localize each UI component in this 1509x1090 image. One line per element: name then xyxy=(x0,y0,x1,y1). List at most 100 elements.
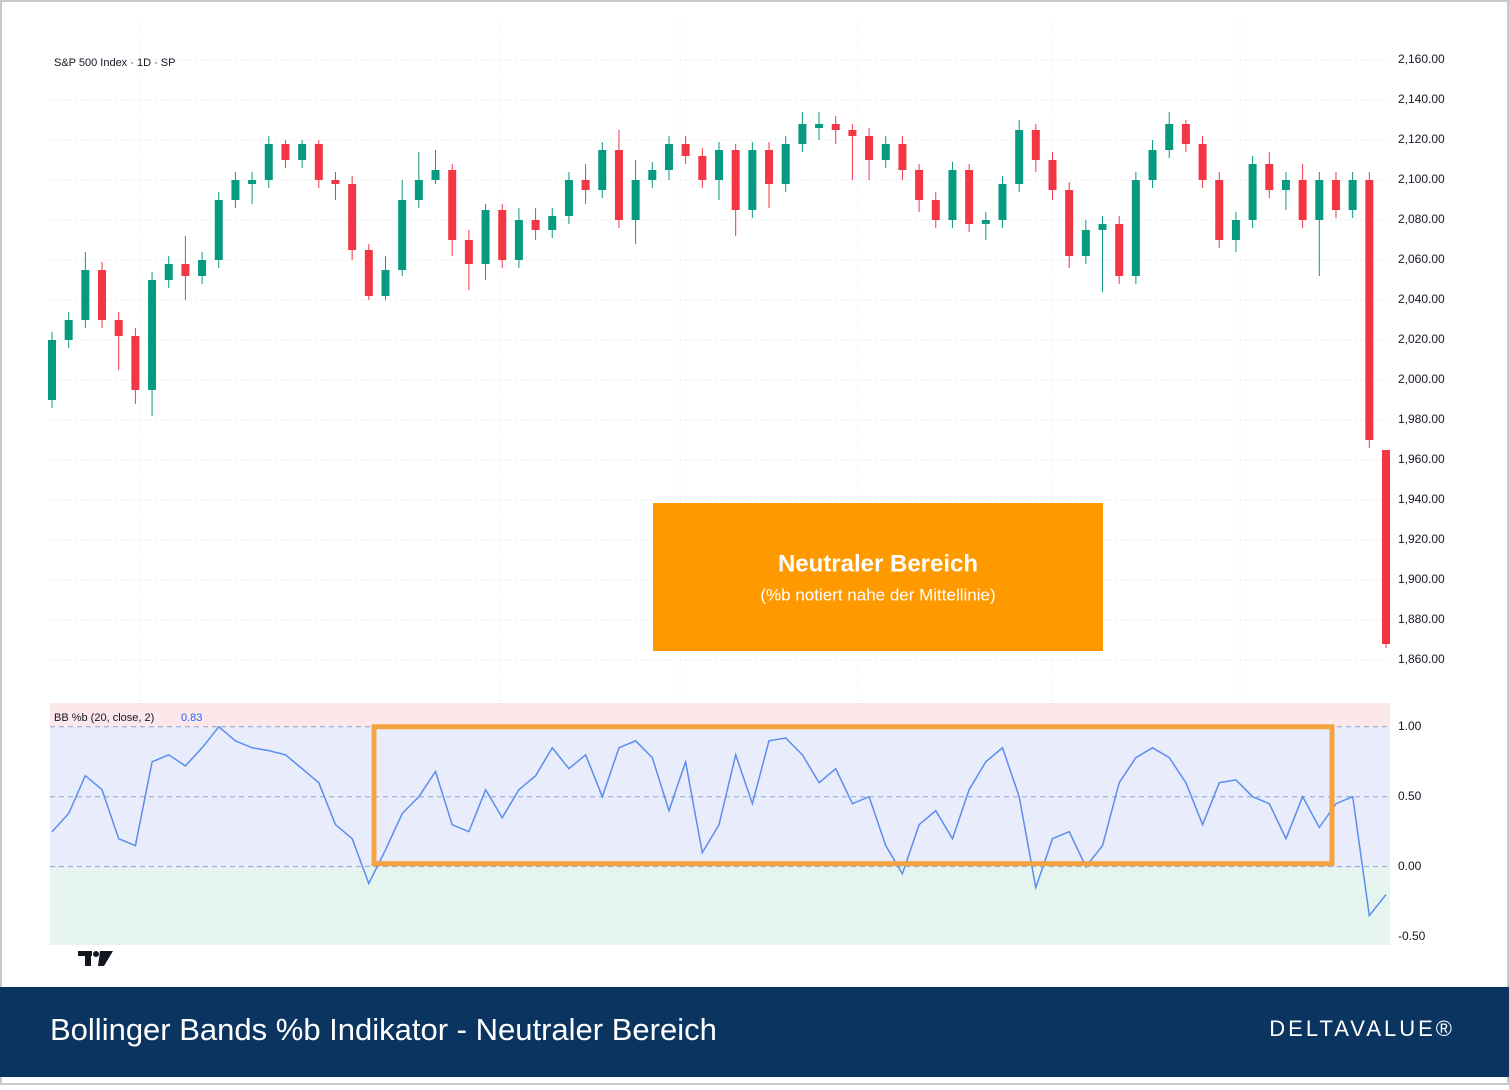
candle-body xyxy=(48,340,56,400)
candle-body xyxy=(431,170,440,180)
candle-body xyxy=(1031,130,1040,160)
highlight-box xyxy=(371,724,1335,867)
candle-body xyxy=(198,260,207,276)
annotation-box xyxy=(653,503,1103,651)
footer-bar xyxy=(0,987,1509,1077)
candle-body xyxy=(915,170,924,200)
candle-body xyxy=(1248,164,1257,220)
candle-body xyxy=(1215,180,1224,240)
candle-body xyxy=(1298,180,1307,220)
candle-body xyxy=(1081,230,1090,256)
candle-body xyxy=(731,150,740,210)
candle-body xyxy=(765,150,774,184)
candle-body xyxy=(1048,160,1057,190)
candle-body xyxy=(81,270,90,320)
candle-body xyxy=(1231,220,1240,240)
candle-body xyxy=(715,150,723,180)
y-tick-label: 2,080.00 xyxy=(1398,212,1445,226)
y-tick-label: 2,040.00 xyxy=(1398,292,1445,306)
overbought-zone xyxy=(50,703,1390,727)
chart-title: S&P 500 Index · 1D · SP xyxy=(54,57,175,69)
candle-body xyxy=(981,220,990,224)
candle-body xyxy=(831,124,840,130)
y-tick-label: 1,900.00 xyxy=(1398,572,1445,586)
candle-body xyxy=(748,150,757,210)
candle-body xyxy=(1265,164,1274,190)
y-tick-label: 1,980.00 xyxy=(1398,412,1445,426)
candle-body xyxy=(148,280,157,390)
candle-body xyxy=(248,180,257,184)
current-value: 0.83 xyxy=(181,712,202,724)
indicator-title: BB %b (20, close, 2) xyxy=(54,712,154,724)
candle-body xyxy=(1148,150,1157,180)
candle-body xyxy=(631,180,640,220)
y-tick-label: 1,860.00 xyxy=(1398,652,1445,666)
candle-body xyxy=(948,170,957,220)
candle-body xyxy=(1115,224,1124,276)
y-tick-label: 2,060.00 xyxy=(1398,252,1445,266)
candle-body xyxy=(1198,144,1207,180)
candle-body xyxy=(564,180,573,216)
candle-body xyxy=(1348,180,1357,210)
candle-body xyxy=(414,180,423,200)
candle-body xyxy=(498,210,507,260)
candle-body xyxy=(798,124,807,144)
candle-body xyxy=(781,144,790,184)
candle-body xyxy=(331,180,340,184)
footer-title: Bollinger Bands %b Indikator - Neutraler… xyxy=(50,1012,717,1047)
candle-body xyxy=(181,264,190,276)
y-tick-label: 1,920.00 xyxy=(1398,532,1445,546)
candle-body xyxy=(281,144,290,160)
oversold-zone xyxy=(50,866,1390,945)
candle-body xyxy=(264,144,273,180)
y-tick-label: 1,880.00 xyxy=(1398,612,1445,626)
annotation-text: (%b notiert nahe der Mittellinie) xyxy=(760,585,995,604)
y-tick-label: 2,020.00 xyxy=(1398,332,1445,346)
candle-body xyxy=(381,270,390,296)
y-tick-label: 0.00 xyxy=(1398,859,1422,873)
candle-body xyxy=(1098,224,1107,230)
candle-body xyxy=(1315,180,1324,220)
candle-body xyxy=(898,144,907,170)
candle-body xyxy=(614,150,623,220)
candle-body xyxy=(348,184,357,250)
candle-body xyxy=(965,170,974,224)
candle-body xyxy=(398,200,407,270)
y-tick-label: 2,000.00 xyxy=(1398,372,1445,386)
candle-body xyxy=(114,320,123,336)
candle-body xyxy=(998,184,1007,220)
candle-body xyxy=(681,144,690,156)
candle-body xyxy=(1281,180,1290,190)
candle-body xyxy=(664,144,673,170)
candle-body xyxy=(865,136,874,160)
candle-body xyxy=(164,264,173,280)
brand: DELTAVALUE® xyxy=(1269,1016,1455,1041)
y-tick-label: -0.50 xyxy=(1398,929,1426,943)
candle-body xyxy=(1181,124,1190,144)
y-tick-label: 0.50 xyxy=(1398,789,1422,803)
candle-body xyxy=(231,180,240,200)
candle-body xyxy=(881,144,890,160)
candle-body xyxy=(648,170,657,180)
candle-body xyxy=(698,156,707,180)
y-tick-label: 1.00 xyxy=(1398,719,1422,733)
candle-body xyxy=(1382,450,1390,644)
candle-body xyxy=(1065,190,1074,256)
candle-body xyxy=(98,270,107,320)
candle-body xyxy=(481,210,490,264)
candle-body xyxy=(1131,180,1140,276)
candle-body xyxy=(1015,130,1024,184)
candle-body xyxy=(314,144,323,180)
candle-body xyxy=(514,220,523,260)
candle-body xyxy=(1365,180,1374,440)
percent-b-line xyxy=(51,725,1387,918)
candle-body xyxy=(1331,180,1340,210)
candle-body xyxy=(931,200,940,220)
candle-body xyxy=(548,216,557,230)
candle-body xyxy=(598,150,607,190)
y-tick-label: 1,960.00 xyxy=(1398,452,1445,466)
y-tick-label: 2,160.00 xyxy=(1398,52,1445,66)
candle-body xyxy=(448,170,457,240)
y-tick-label: 2,140.00 xyxy=(1398,92,1445,106)
